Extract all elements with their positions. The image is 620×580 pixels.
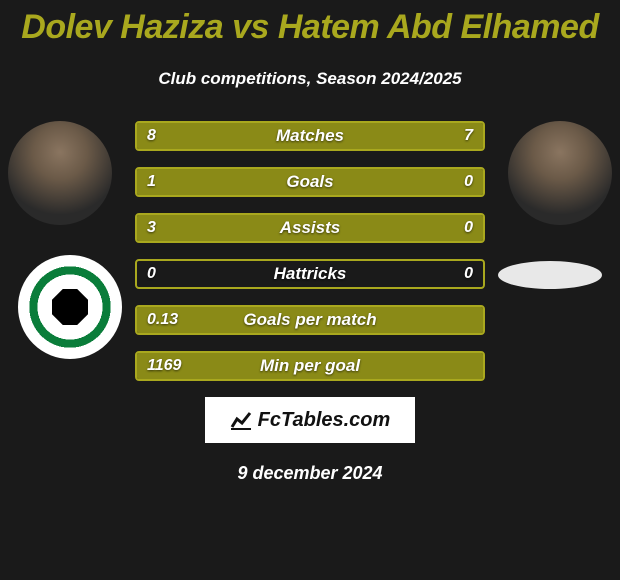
- stat-row: 1 0Goals: [135, 167, 485, 197]
- stat-label: Matches: [137, 126, 483, 146]
- stat-label: Goals: [137, 172, 483, 192]
- stat-row: 0.13Goals per match: [135, 305, 485, 335]
- stat-label: Hattricks: [137, 264, 483, 284]
- stat-row: 1169Min per goal: [135, 351, 485, 381]
- stat-label: Goals per match: [137, 310, 483, 330]
- stat-row: 3 0Assists: [135, 213, 485, 243]
- stat-value-left: 1169: [147, 357, 181, 375]
- brand-text: FcTables.com: [258, 409, 391, 432]
- stat-value-left: 1: [147, 173, 156, 191]
- stats-bars: 87Matches10Goals30Assists00Hattricks0.13…: [135, 121, 485, 381]
- stat-value-left: 0: [147, 265, 156, 283]
- page-title: Dolev Haziza vs Hatem Abd Elhamed: [0, 0, 620, 47]
- stat-value-right: 0: [464, 265, 473, 283]
- stat-label: Min per goal: [137, 356, 483, 376]
- stat-value-left: 8: [147, 127, 156, 145]
- stat-value-left: 0.13: [147, 311, 178, 329]
- subtitle: Club competitions, Season 2024/2025: [0, 69, 620, 89]
- comparison-content: 87Matches10Goals30Assists00Hattricks0.13…: [0, 121, 620, 381]
- date-text: 9 december 2024: [0, 463, 620, 484]
- chart-icon: [230, 409, 252, 431]
- player2-club-logo: [498, 261, 602, 289]
- player2-avatar: [508, 121, 612, 225]
- title-player2: Hatem Abd Elhamed: [278, 8, 599, 46]
- stat-value-left: 3: [147, 219, 156, 237]
- stat-label: Assists: [137, 218, 483, 238]
- stat-value-right: 0: [464, 219, 473, 237]
- stat-row: 0 0Hattricks: [135, 259, 485, 289]
- title-vs: vs: [232, 8, 269, 46]
- brand-badge: FcTables.com: [205, 397, 415, 443]
- title-player1: Dolev Haziza: [21, 8, 223, 46]
- player1-club-logo: [18, 255, 122, 359]
- stat-value-right: 7: [464, 127, 473, 145]
- player1-avatar: [8, 121, 112, 225]
- stat-row: 8 7Matches: [135, 121, 485, 151]
- stat-value-right: 0: [464, 173, 473, 191]
